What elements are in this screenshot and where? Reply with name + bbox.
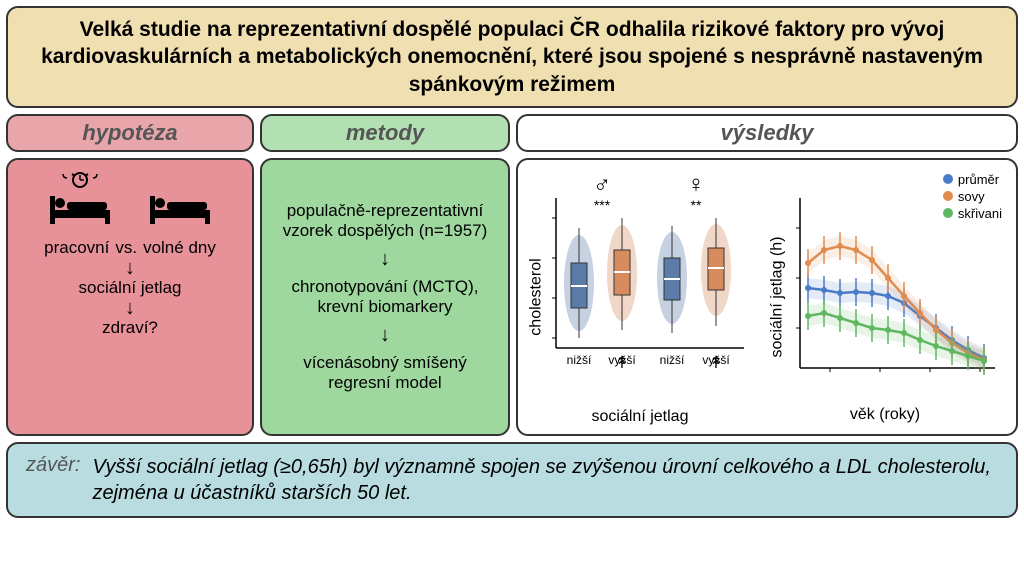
svg-text:nižší: nižší — [567, 353, 592, 367]
legend-item: skřivani — [943, 206, 1002, 221]
title-panel: Velká studie na reprezentativní dospělé … — [6, 6, 1018, 108]
methods-step3: vícenásobný smíšený regresní model — [276, 353, 494, 393]
bed-icons-row — [45, 170, 215, 230]
svg-text:vyšší: vyšší — [608, 353, 636, 367]
arrow-icon: ↓ — [125, 258, 135, 278]
legend-item: průměr — [943, 172, 1002, 187]
legend-label: sovy — [958, 189, 985, 204]
main-row: hypotéza — [6, 114, 1018, 436]
hypothesis-header: hypotéza — [6, 114, 254, 152]
legend-dot-icon — [943, 174, 953, 184]
boxplot-chart: cholesterol ♂ *** — [526, 168, 754, 426]
work-vs-free-row: pracovní vs. volné dny — [44, 238, 216, 258]
hypothesis-column: hypotéza — [6, 114, 254, 436]
results-column: výsledky cholesterol ♂ *** — [516, 114, 1018, 436]
legend-dot-icon — [943, 191, 953, 201]
results-header: výsledky — [516, 114, 1018, 152]
lineplot-legend: průměr sovy skřivani — [943, 172, 1002, 223]
conclusion-label: závěr: — [26, 454, 80, 506]
bed-work-icon — [45, 170, 115, 230]
arrow-icon: ↓ — [125, 298, 135, 318]
bed-free-icon — [145, 170, 215, 230]
jetlag-label: sociální jetlag — [78, 278, 181, 298]
lineplot-chart: sociální jetlag (h) průměr sovy skřivani — [762, 168, 1008, 426]
hypothesis-header-text: hypotéza — [82, 120, 177, 145]
svg-text:♂: ♂ — [593, 171, 611, 198]
svg-text:**: ** — [691, 197, 702, 213]
health-label: zdraví? — [102, 318, 158, 338]
arrow-icon: ↓ — [380, 325, 390, 345]
arrow-icon: ↓ — [380, 249, 390, 269]
conclusion-panel: závěr: Vyšší sociální jetlag (≥0,65h) by… — [6, 442, 1018, 518]
svg-text:♀: ♀ — [687, 171, 705, 198]
methods-header: metody — [260, 114, 510, 152]
freedays-label: volné dny — [143, 238, 216, 258]
legend-dot-icon — [943, 208, 953, 218]
conclusion-text: Vyšší sociální jetlag (≥0,65h) byl význa… — [92, 454, 998, 506]
boxplot-ylabel: cholesterol — [528, 258, 546, 335]
lineplot-ylabel: sociální jetlag (h) — [768, 236, 786, 357]
methods-column: metody populačně-reprezentativní vzorek … — [260, 114, 510, 436]
hypothesis-body: pracovní vs. volné dny ↓ sociální jetlag… — [6, 158, 254, 436]
methods-step1: populačně-reprezentativní vzorek dospělý… — [276, 201, 494, 241]
results-header-text: výsledky — [721, 120, 814, 145]
title-text: Velká studie na reprezentativní dospělé … — [41, 18, 983, 96]
workdays-label: pracovní — [44, 238, 109, 258]
methods-header-text: metody — [346, 120, 424, 145]
legend-item: sovy — [943, 189, 1002, 204]
boxplot-xlabel: sociální jetlag — [592, 408, 689, 426]
lineplot-xlabel: věk (roky) — [850, 406, 920, 424]
svg-text:***: *** — [594, 197, 611, 213]
methods-body: populačně-reprezentativní vzorek dospělý… — [260, 158, 510, 436]
methods-step2: chronotypování (MCTQ), krevní biomarkery — [276, 277, 494, 317]
legend-label: skřivani — [958, 206, 1002, 221]
results-body: cholesterol ♂ *** — [516, 158, 1018, 436]
vs-label: vs. — [115, 238, 137, 258]
boxplot-svg: ♂ *** ♀ ** — [544, 168, 754, 398]
legend-label: průměr — [958, 172, 999, 187]
svg-text:vyšší: vyšší — [702, 353, 730, 367]
svg-text:nižší: nižší — [660, 353, 685, 367]
